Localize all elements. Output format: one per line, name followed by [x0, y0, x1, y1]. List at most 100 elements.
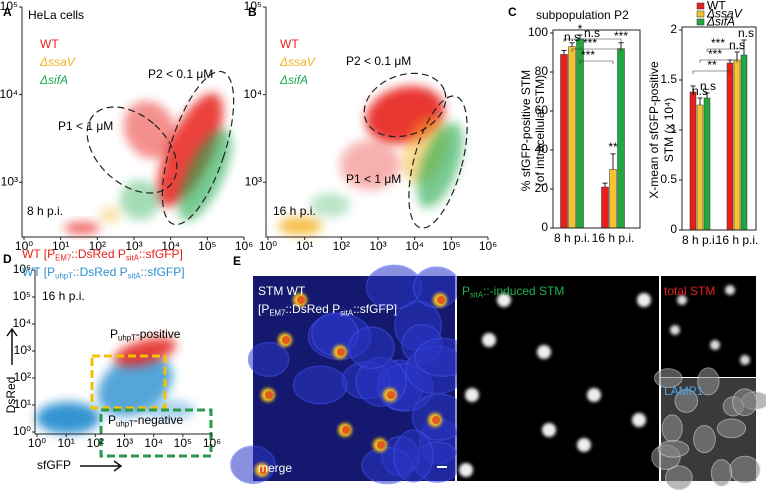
significance-label: ***	[614, 29, 628, 43]
y-tick-label: 40	[535, 142, 549, 156]
bacteria-cluster	[259, 466, 267, 474]
bacteria-cluster	[677, 295, 687, 305]
significance-label: ***	[581, 48, 595, 62]
y-tick-label: 10²	[14, 370, 31, 384]
text-part: uhpT	[116, 420, 134, 429]
axis	[34, 270, 212, 435]
cell-density	[36, 402, 100, 434]
text-part: sitA	[126, 254, 140, 263]
gate-label: P2 < 0.1 μM	[148, 67, 213, 81]
y-tick-label: 10⁰	[13, 424, 31, 438]
lamp-cell	[693, 425, 716, 454]
y-tick-label: 60	[535, 103, 549, 117]
cell-density	[178, 129, 232, 221]
x-tick-label: 8 h p.i.	[554, 231, 590, 245]
legend-label: ΔssaV	[706, 7, 743, 21]
panel-heading: HeLa cells	[28, 8, 84, 22]
y-tick-label: 10⁵	[13, 289, 31, 303]
bacteria-cluster	[670, 325, 680, 335]
error-bar	[697, 97, 703, 105]
legend-entry: ΔssaV	[39, 55, 76, 69]
bacteria-cluster	[637, 293, 651, 307]
bacteria-cluster	[537, 345, 551, 359]
x-tick-label: 10¹	[57, 436, 74, 450]
time-label: 16 h p.i.	[273, 204, 316, 218]
legend-swatch	[696, 2, 705, 10]
x-tick-label: 10³	[116, 436, 133, 450]
text-part: ::sfGFP]	[353, 302, 397, 316]
panel-letter: D	[3, 252, 12, 266]
text-part: ::sfGFP]	[139, 247, 183, 261]
cell-density	[145, 400, 195, 420]
axis	[681, 26, 757, 231]
x-tick-label: 10⁵	[174, 436, 192, 450]
cell-density	[100, 207, 120, 223]
x-tick-label: 10¹	[296, 239, 313, 253]
y-tick-label: 0	[541, 220, 548, 234]
lamp-cell	[657, 440, 690, 458]
text-part: WT [P	[22, 247, 55, 261]
bar	[689, 91, 697, 231]
cell-density	[340, 140, 400, 190]
error-bar	[618, 42, 624, 49]
significance-bracket	[699, 59, 738, 63]
image-label: PsitA::-induced STM	[462, 284, 564, 299]
significance-bracket	[692, 70, 731, 74]
gate-label: PuhpT-negative	[108, 413, 183, 428]
bacteria-cluster	[740, 355, 750, 365]
text-part: ::DsRed P	[73, 265, 128, 279]
legend-entry: WT	[40, 37, 59, 51]
y-tick-label: 1.5	[660, 72, 677, 86]
x-tick-label: 10⁵	[198, 239, 216, 253]
y-tick-label: 10⁶	[13, 262, 31, 276]
y-tick-label: 1	[670, 122, 677, 136]
lamp-cell	[732, 388, 758, 417]
y-tick-label: 10⁵	[244, 0, 262, 13]
text-part: P	[108, 413, 116, 427]
legend-entry: WT [PuhpT::DsRed PsitA::sfGFP]	[22, 265, 185, 280]
significance-label: n.s	[738, 26, 754, 40]
micrograph-gfp	[457, 276, 659, 481]
gate	[86, 106, 178, 194]
panel-letter: E	[233, 254, 241, 268]
y-axis-label: DsRed	[4, 377, 18, 414]
bacteria-cluster	[710, 340, 720, 350]
x-tick-label: 10⁴	[144, 436, 163, 450]
significance-bracket	[706, 48, 745, 52]
x-tick-label: 8 h p.i.	[682, 233, 718, 247]
bacteria-cluster	[342, 426, 350, 434]
host-cell	[348, 326, 395, 370]
bar	[576, 38, 584, 229]
significance-label: **	[707, 58, 717, 72]
text-part: sitA	[470, 291, 484, 300]
x-tick-label: 10⁴	[161, 239, 180, 253]
bacteria-cluster	[377, 441, 385, 449]
bar	[601, 186, 609, 229]
significance-label: n.s	[564, 30, 580, 44]
error-bar	[610, 153, 616, 170]
gate	[99, 408, 213, 458]
text-part: P	[110, 327, 118, 341]
x-tick-label: 10⁰	[15, 239, 33, 253]
bar	[568, 46, 576, 229]
cell-density	[157, 93, 223, 207]
error-bar	[569, 42, 575, 47]
x-tick-label: 10⁰	[28, 436, 46, 450]
bacteria-cluster	[632, 413, 646, 427]
significance-bracket	[579, 60, 614, 64]
y-tick-label: 20	[535, 181, 549, 195]
arrow	[80, 460, 123, 472]
text-part: uhpT	[55, 272, 73, 281]
bacteria-cluster	[482, 333, 496, 347]
bar	[726, 62, 734, 231]
error-bar	[561, 50, 567, 55]
text-part: EM7	[55, 254, 71, 263]
lamp-cell	[654, 368, 683, 389]
cell-density	[417, 122, 463, 208]
bar	[740, 54, 748, 231]
time-label: 8 h p.i.	[27, 204, 63, 218]
significance-label: ***	[583, 36, 597, 50]
cell-density	[64, 222, 100, 234]
legend-entry: ΔssaV	[279, 55, 316, 69]
bacteria-cluster	[497, 293, 511, 307]
